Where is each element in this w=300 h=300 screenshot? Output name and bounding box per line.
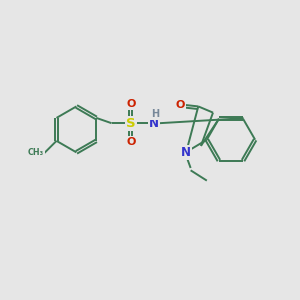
Text: CH₃: CH₃ bbox=[28, 148, 44, 157]
Text: O: O bbox=[126, 137, 135, 147]
Text: N: N bbox=[149, 117, 159, 130]
Text: O: O bbox=[176, 100, 185, 110]
Text: O: O bbox=[126, 99, 135, 109]
Text: S: S bbox=[126, 117, 136, 130]
Text: H: H bbox=[151, 110, 159, 119]
Text: N: N bbox=[181, 146, 191, 159]
